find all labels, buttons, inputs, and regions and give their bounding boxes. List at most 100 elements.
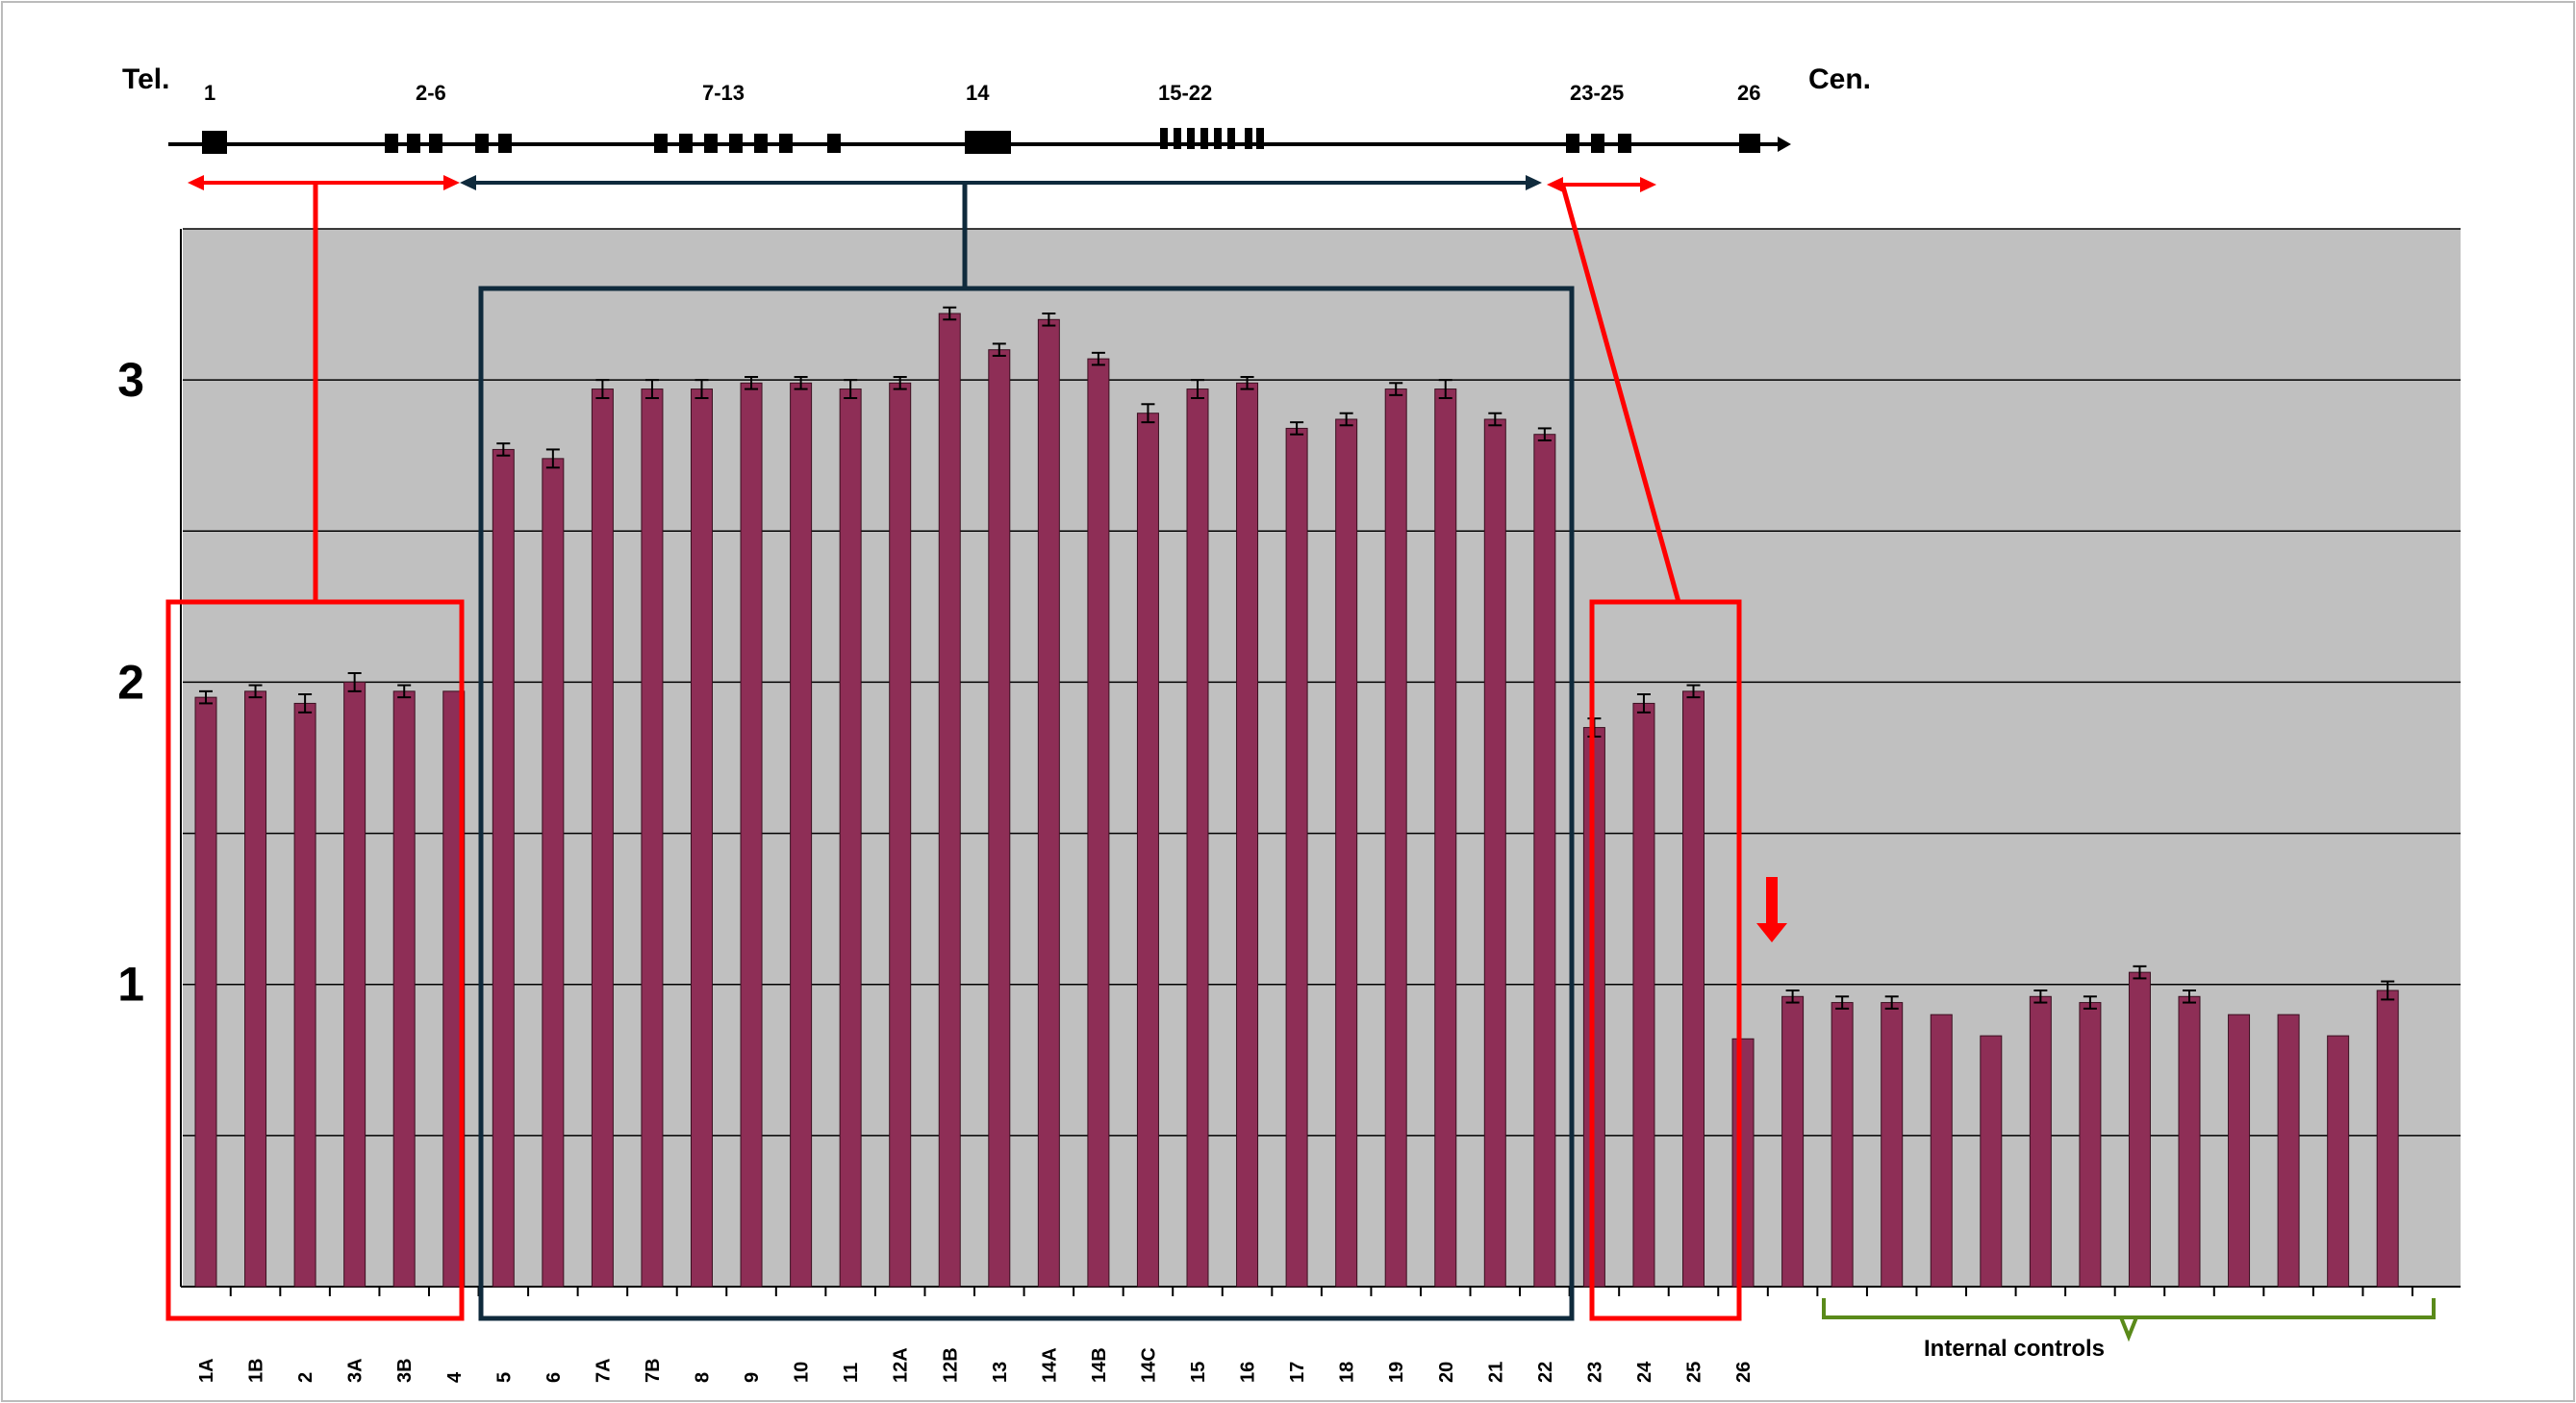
error-bar [347,672,362,692]
error-bar [397,684,412,699]
error-bar [2033,990,2048,1004]
error-bar [1191,379,1204,399]
bar [1483,418,1506,1288]
x-tick-label: 25 [1684,1362,1705,1383]
error-bar [893,376,907,390]
bar [1186,388,1209,1288]
bar [244,690,267,1288]
error-bar [199,689,213,705]
error-bar [1537,427,1552,441]
error-bar [794,376,808,390]
bar [442,690,466,1288]
map-group-label-23-25: 23-25 [1570,81,1624,105]
bar [392,690,416,1288]
bar [492,448,515,1288]
x-tick-label: 1A [196,1358,217,1383]
bar [2079,1002,2102,1288]
bar [2376,990,2399,1288]
x-tick-label: 20 [1436,1362,1457,1383]
x-tick-label: 12A [891,1347,912,1383]
x-tick-label: 22 [1535,1362,1556,1383]
tel-label: Tel. [122,63,169,95]
x-tick-label: 6 [543,1372,565,1383]
x-tick-label: 2 [295,1372,316,1383]
map-group-label-1: 1 [204,81,215,105]
bar [1236,382,1259,1288]
x-tick-label: 14A [1039,1347,1060,1383]
error-bar [1884,995,1899,1010]
x-tick-label: 18 [1337,1362,1358,1383]
error-bar [248,684,263,699]
bar [542,458,565,1288]
x-tick-label: 1B [246,1358,267,1383]
bar [1980,1035,2003,1288]
error-bar [2381,980,2395,1001]
x-axis-ticks: 1A 1B 2 3A 3B 4 5 6 7A 7B 8 9 10 11 12A 12B 13 14A 14B 14C 1… [196,1287,2413,1383]
error-bar [695,379,709,399]
bar [2277,1014,2300,1288]
error-bar [992,342,1006,357]
bar [1434,388,1457,1288]
bar [1781,995,1805,1288]
chromosome-map: Tel. Cen. 1 2-6 7-13 14 15-22 23-25 26 [122,63,1871,192]
bar [740,382,763,1288]
bar [1037,318,1060,1288]
highlight-box-middle [478,185,1575,1321]
x-tick-label: 16 [1238,1362,1259,1383]
range-arrow-left-red [188,175,460,190]
error-bar [1290,421,1304,436]
error-bar [1091,351,1105,366]
bar [194,696,217,1288]
error-bar [1438,379,1452,399]
bar [2178,995,2201,1288]
map-group-label-7-13: 7-13 [702,81,745,105]
error-bar [2183,990,2196,1004]
internal-controls-bracket [1822,1298,2436,1342]
error-bar [1042,313,1056,327]
bar [839,388,862,1288]
error-bar [595,379,610,399]
y-tick-label: 1 [117,958,144,1012]
highlight-box-left [165,185,465,1321]
x-tick-label: 3A [345,1358,366,1383]
cen-label: Cen. [1808,63,1871,95]
exon-blocks [202,128,1760,154]
error-bar [943,306,957,321]
error-bar [1240,376,1254,390]
highlight-box-right [1560,186,1742,1321]
error-bar [2133,965,2147,980]
x-tick-label: 14B [1089,1347,1110,1383]
x-tick-label: 9 [742,1372,763,1383]
bar [1087,358,1110,1288]
error-bar [2083,995,2097,1010]
map-group-label-14: 14 [966,81,990,105]
x-tick-label: 13 [990,1362,1011,1383]
range-arrow-middle-navy [460,175,1542,190]
bar [1533,434,1556,1288]
bar [790,382,813,1288]
exon-26-arrow [1756,877,1787,942]
x-tick-label: 7B [643,1358,664,1383]
x-tick-label: 26 [1733,1362,1755,1383]
error-bar [1686,684,1701,699]
bar [1632,702,1655,1288]
x-tick-label: 3B [394,1358,416,1383]
error-bar [496,442,511,457]
bar [1881,1002,1904,1288]
x-tick-label: 8 [693,1372,714,1383]
map-group-label-26: 26 [1737,81,1760,105]
error-bar [1785,990,1800,1004]
internal-controls-label: Internal controls [1924,1336,2105,1362]
bar [343,681,366,1288]
x-tick-label: 24 [1634,1361,1655,1383]
bar [938,313,961,1288]
x-tick-label: 4 [444,1371,466,1383]
y-axis-ticks: 1 2 3 [117,353,144,1012]
error-bar [1389,382,1403,396]
bar [1335,418,1358,1288]
plot-area [183,229,2461,1287]
bar [2029,995,2052,1288]
bar [2327,1035,2350,1288]
x-tick-label: 10 [792,1362,813,1383]
